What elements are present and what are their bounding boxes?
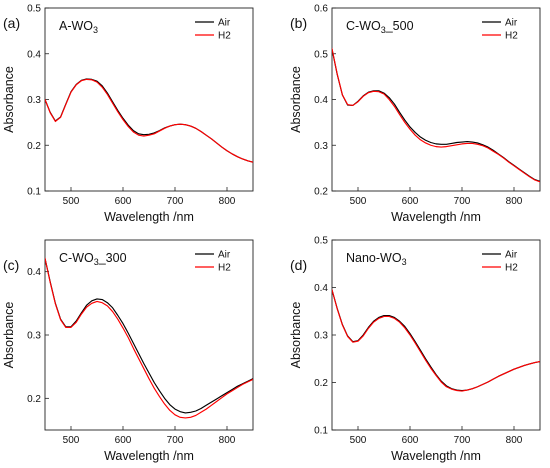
y-tick-label: 0.4 <box>27 49 41 60</box>
y-tick-label: 0.2 <box>314 187 328 198</box>
legend-label-h2: H2 <box>505 31 518 42</box>
x-tick-label: 800 <box>506 435 523 446</box>
x-tick-label: 600 <box>402 435 419 446</box>
y-tick-label: 0.3 <box>314 331 328 342</box>
legend-label-h2: H2 <box>505 263 518 274</box>
panel-2: 500 600 700 800 0.2 0.3 0.4 0.5 0.6 Wavelength /n… <box>289 4 541 224</box>
y-tick-label: 0.4 <box>27 267 41 278</box>
y-tick-label: 0.4 <box>314 95 328 106</box>
sample-label-subscript: 3 <box>94 257 99 267</box>
series-line-air <box>45 257 253 414</box>
y-tick-label: 0.3 <box>314 141 328 152</box>
panel-letter: (b) <box>290 15 307 31</box>
y-axis-title: Absorbance <box>2 302 16 369</box>
legend-label-air: Air <box>505 18 518 29</box>
y-tick-label: 0.2 <box>27 141 41 152</box>
y-axis-title: Absorbance <box>289 66 303 133</box>
sample-label: C-WO3_500 <box>346 19 414 35</box>
y-axis-title: Absorbance <box>2 66 16 133</box>
x-tick-label: 700 <box>454 196 471 207</box>
legend-label-h2: H2 <box>218 263 231 274</box>
sample-label-suffix: _500 <box>385 19 414 33</box>
series-line-h2 <box>332 289 540 392</box>
sample-label-main: A-WO <box>59 19 93 33</box>
panel-letter: (d) <box>290 257 307 273</box>
sample-label-subscript: 3 <box>402 257 407 267</box>
y-tick-label: 0.5 <box>27 4 41 15</box>
x-axis-title: Wavelength /nm <box>104 210 194 224</box>
legend-label-air: Air <box>218 18 231 29</box>
x-tick-label: 700 <box>167 196 184 207</box>
series-line-h2 <box>45 78 253 163</box>
y-tick-label: 0.1 <box>314 426 328 437</box>
x-tick-label: 600 <box>115 435 132 446</box>
sample-label: C-WO3_300 <box>59 251 127 267</box>
y-tick-label: 0.3 <box>27 95 41 106</box>
sample-label-subscript: 3 <box>93 25 98 35</box>
series-line-h2 <box>45 257 253 419</box>
panel-4: 500 600 700 800 0.1 0.2 0.3 0.4 0.5 Wavelength /n… <box>289 236 541 463</box>
series-line-h2 <box>332 48 540 183</box>
x-axis-title: Wavelength /nm <box>391 449 481 463</box>
y-tick-label: 0.5 <box>314 49 328 60</box>
sample-label-subscript: 3 <box>381 25 386 35</box>
panel-letter: (c) <box>3 257 19 273</box>
x-tick-label: 800 <box>506 196 523 207</box>
y-tick-label: 0.6 <box>314 4 328 15</box>
panel-1: 500 600 700 800 0.1 0.2 0.3 0.4 0.5 Wavelength /n… <box>2 4 254 224</box>
sample-label: A-WO3 <box>59 19 98 35</box>
sample-label-main: C-WO <box>59 251 94 265</box>
y-tick-label: 0.4 <box>314 283 328 294</box>
y-tick-label: 0.2 <box>314 378 328 389</box>
legend-label-h2: H2 <box>218 31 231 42</box>
x-tick-label: 500 <box>63 196 80 207</box>
sample-label-suffix: _300 <box>98 251 127 265</box>
x-tick-label: 600 <box>115 196 132 207</box>
sample-label: Nano-WO3 <box>346 251 407 267</box>
x-tick-label: 500 <box>350 435 367 446</box>
x-axis-title: Wavelength /nm <box>391 210 481 224</box>
y-axis-title: Absorbance <box>289 302 303 369</box>
panel-letter: (a) <box>3 15 20 31</box>
sample-label-main: Nano-WO <box>346 251 402 265</box>
sample-label-main: C-WO <box>346 19 381 33</box>
x-tick-label: 600 <box>402 196 419 207</box>
series-line-air <box>45 78 253 163</box>
x-tick-label: 700 <box>167 435 184 446</box>
legend-label-air: Air <box>218 250 231 261</box>
y-tick-label: 0.3 <box>27 331 41 342</box>
x-tick-label: 800 <box>219 196 236 207</box>
x-tick-label: 500 <box>63 435 80 446</box>
legend-label-air: Air <box>505 250 518 261</box>
x-tick-label: 500 <box>350 196 367 207</box>
x-tick-label: 700 <box>454 435 471 446</box>
x-axis-title: Wavelength /nm <box>104 449 194 463</box>
y-tick-label: 0.2 <box>27 394 41 405</box>
y-tick-label: 0.5 <box>314 236 328 247</box>
panel-3: 500 600 700 800 0.2 0.3 0.4 Wavelength /nm Absor… <box>2 239 254 463</box>
y-tick-label: 0.1 <box>27 187 41 198</box>
x-tick-label: 800 <box>219 435 236 446</box>
